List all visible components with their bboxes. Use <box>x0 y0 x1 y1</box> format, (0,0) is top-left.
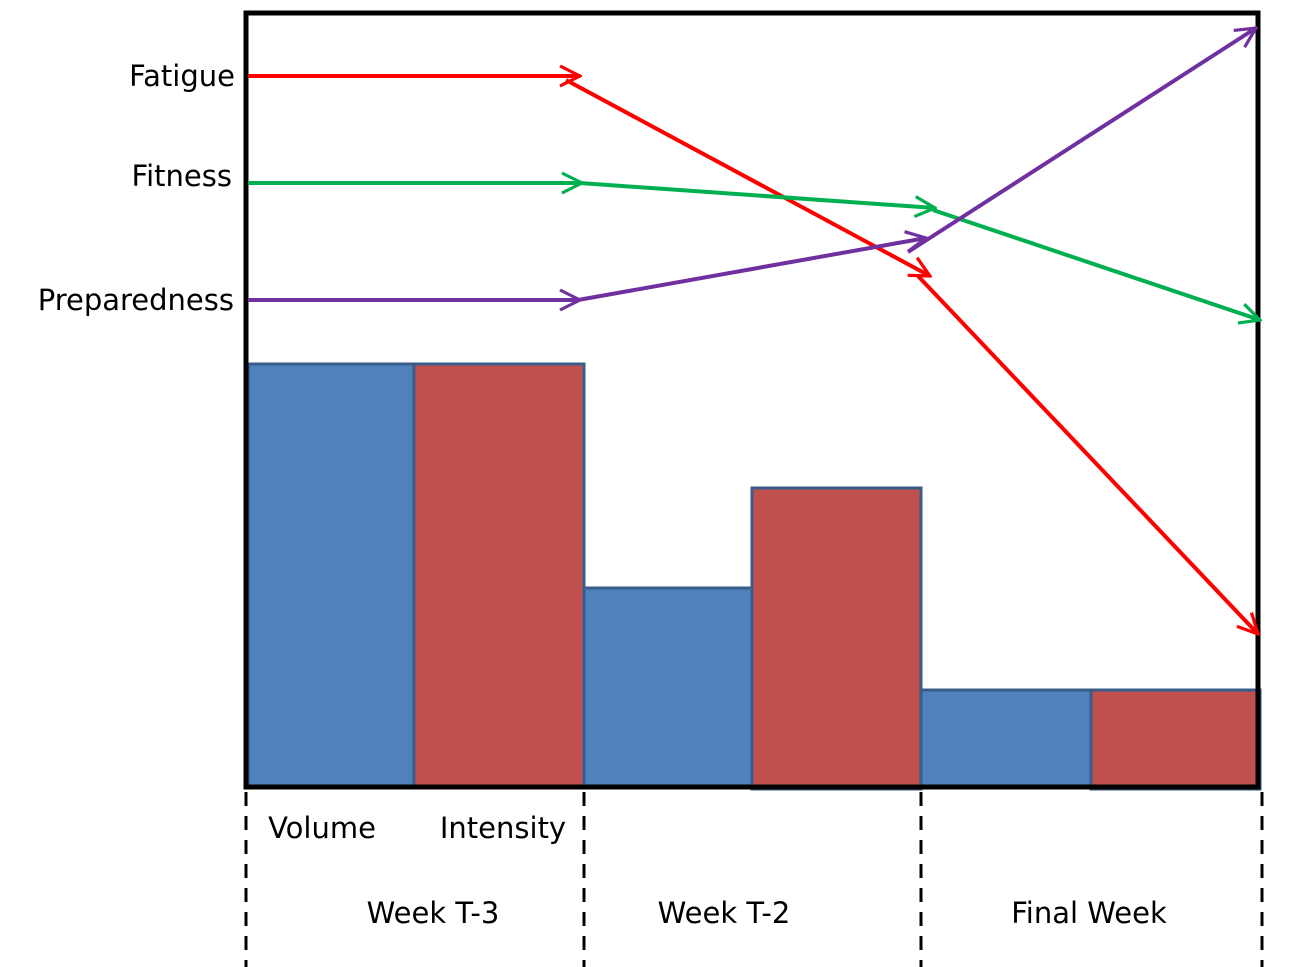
bar <box>582 586 754 789</box>
bar <box>750 486 923 791</box>
week-label: Week T-3 <box>367 896 500 930</box>
frame <box>243 10 1261 790</box>
bar <box>246 362 416 789</box>
bar <box>919 688 1093 789</box>
line-label: Preparedness <box>38 283 234 317</box>
line-label: Fitness <box>132 159 232 193</box>
arrow <box>565 78 930 278</box>
line-label: Fatigue <box>129 59 235 93</box>
series-label: Volume <box>268 811 376 845</box>
arrow <box>577 238 926 302</box>
arrow <box>916 274 1258 634</box>
week-dividers <box>244 792 1264 967</box>
arrow <box>932 208 1260 320</box>
week-label: Week T-2 <box>658 896 791 930</box>
arrow <box>906 28 1256 254</box>
trend-arrows <box>248 28 1260 634</box>
bar <box>1089 688 1262 791</box>
bar <box>412 362 586 789</box>
arrow <box>579 181 935 208</box>
week-label: Final Week <box>1011 896 1167 930</box>
bars <box>246 362 1262 791</box>
series-label: Intensity <box>440 811 566 845</box>
